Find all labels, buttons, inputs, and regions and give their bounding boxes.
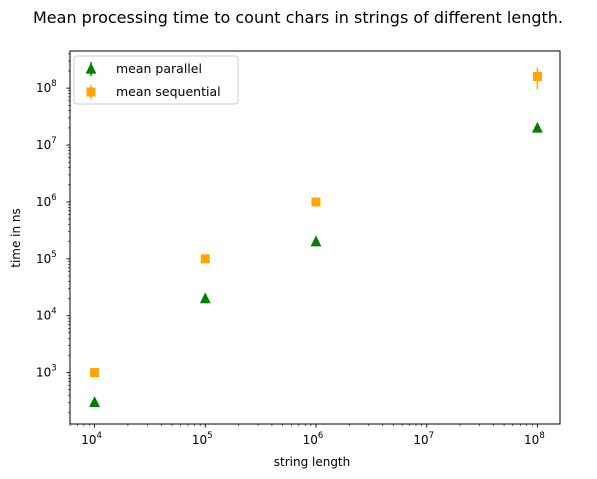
mean-sequential-point <box>532 72 542 82</box>
legend: mean parallel mean sequential <box>73 55 239 105</box>
y-tick-label-exponent: 8 <box>51 79 56 89</box>
y-tick-label-base: 10 <box>36 252 51 266</box>
mean-sequential-point <box>311 197 321 207</box>
y-tick-label-base: 10 <box>36 81 51 95</box>
x-tick-label-exponent: 6 <box>318 431 323 441</box>
x-tick-label: 105 <box>192 431 213 447</box>
legend-marker-shape <box>86 87 96 97</box>
legend-marker-shape <box>85 62 97 74</box>
mean-sequential-point <box>200 254 210 264</box>
x-axis-label: string length <box>274 455 351 469</box>
mean-parallel-point <box>532 121 543 133</box>
chart-title: Mean processing time to count chars in s… <box>33 8 563 27</box>
legend-label-mean-sequential: mean sequential <box>116 84 221 99</box>
x-tick-label-exponent: 5 <box>207 431 212 441</box>
y-tick-label-exponent: 6 <box>51 193 56 203</box>
y-tick-label: 103 <box>36 364 57 380</box>
legend-marker-mean-sequential <box>86 85 96 99</box>
y-tick-label: 107 <box>36 136 57 152</box>
legend-marker-mean-parallel <box>85 62 97 76</box>
y-tick-label-base: 10 <box>36 309 51 323</box>
y-tick-label-base: 10 <box>36 195 51 209</box>
plot-area <box>69 50 561 425</box>
x-tick-label-exponent: 8 <box>539 431 544 441</box>
y-tick-label-base: 10 <box>36 138 51 152</box>
y-tick-label-exponent: 3 <box>51 364 56 374</box>
x-tick-label-base: 10 <box>524 433 539 447</box>
y-axis-label: time in ns <box>9 208 23 268</box>
y-tick-label-exponent: 7 <box>51 136 56 146</box>
mean-parallel-point <box>199 292 211 304</box>
x-tick-label: 104 <box>81 431 102 447</box>
legend-label-mean-parallel: mean parallel <box>116 61 202 76</box>
series-layer <box>89 67 543 408</box>
y-tick-label-exponent: 4 <box>51 307 56 317</box>
legend-frame <box>73 55 239 105</box>
y-tick-label: 108 <box>36 79 57 95</box>
mean-parallel-point <box>89 396 100 408</box>
x-tick-label-exponent: 7 <box>429 431 434 441</box>
x-tick-label-base: 10 <box>192 433 207 447</box>
x-tick-label: 108 <box>524 431 545 447</box>
y-tick-label: 106 <box>36 193 57 209</box>
x-tick-label: 106 <box>303 431 324 447</box>
x-tick-label: 107 <box>413 431 434 447</box>
x-tick-label-base: 10 <box>303 433 318 447</box>
y-tick-label-exponent: 5 <box>51 250 56 260</box>
mean-sequential-point <box>90 368 100 378</box>
x-tick-label-exponent: 4 <box>96 431 101 441</box>
y-tick-label: 104 <box>36 307 57 323</box>
x-tick-label-base: 10 <box>413 433 428 447</box>
y-tick-label: 105 <box>36 250 57 266</box>
x-tick-label-base: 10 <box>81 433 96 447</box>
y-tick-label-base: 10 <box>36 366 51 380</box>
mean-parallel-point <box>310 235 322 247</box>
x-axis: 104 105 106 107 108 <box>69 424 545 447</box>
